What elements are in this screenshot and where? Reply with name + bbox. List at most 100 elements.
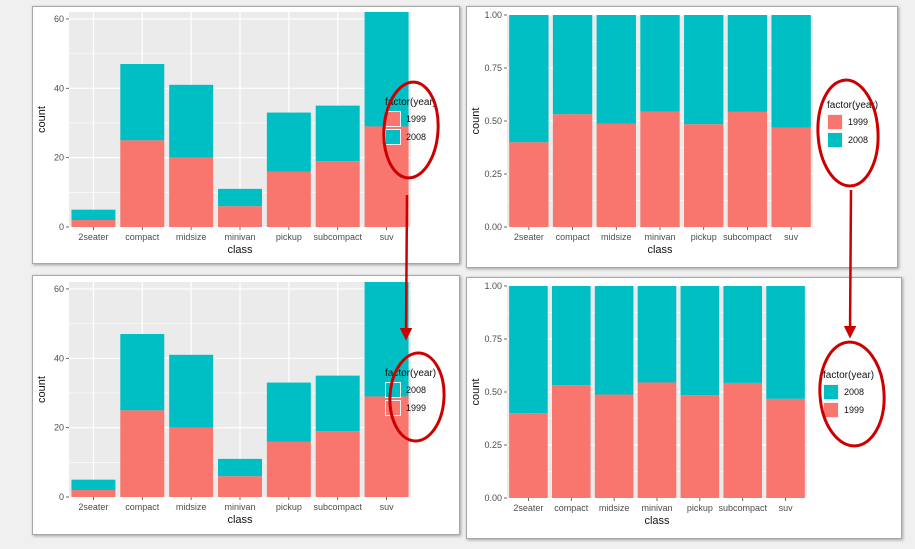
bar-midsize-1999	[594, 394, 634, 498]
y-tick-label: 60	[54, 14, 64, 24]
bar-midsize-1999	[596, 123, 636, 227]
legend-key-1999	[386, 401, 400, 415]
x-tick-label: midsize	[599, 503, 630, 513]
legend-label-2008: 2008	[848, 135, 868, 145]
x-tick-label: 2seater	[513, 503, 543, 513]
y-tick-label: 0.75	[484, 63, 502, 73]
bar-compact-2008	[120, 334, 165, 411]
bar-minivan-2008	[637, 286, 677, 383]
x-axis-title: class	[227, 514, 253, 526]
bar-midsize-2008	[596, 15, 636, 124]
chart-panel-bottom-left: 0 20 40 60 2seater compact midsize minivan picku…	[32, 275, 460, 535]
legend-label-2008: 2008	[406, 132, 426, 142]
legend-label-1999: 1999	[406, 114, 426, 124]
bar-suv-1999	[771, 127, 811, 227]
legend-key-2008	[828, 133, 842, 147]
y-tick-label: 0.50	[484, 116, 502, 126]
bar-compact-1999	[120, 410, 165, 497]
bar-midsize-1999	[169, 157, 214, 227]
legend-key-1999	[828, 115, 842, 129]
x-tick-label: suv	[380, 232, 395, 242]
legend-title: factor(year)	[385, 97, 436, 108]
x-tick-label: 2seater	[78, 502, 108, 512]
legend-key-2008	[386, 130, 400, 144]
bar-minivan-1999	[640, 111, 680, 227]
y-tick-label: 20	[54, 423, 64, 433]
bar-pickup-1999	[684, 124, 724, 227]
bar-2seater-2008	[509, 286, 548, 414]
y-tick-label: 1.00	[484, 281, 502, 291]
x-tick-label: subcompact	[718, 503, 767, 513]
legend-title: factor(year)	[823, 370, 874, 381]
x-axis-title: class	[227, 244, 253, 256]
bar-2seater-2008	[509, 15, 549, 143]
x-tick-label: compact	[556, 232, 591, 242]
bar-2seater-2008	[71, 209, 116, 221]
bar-midsize-2008	[169, 354, 214, 428]
bar-midsize-2008	[169, 84, 214, 158]
x-tick-label: minivan	[224, 502, 255, 512]
bar-2seater-1999	[509, 413, 548, 498]
y-tick-label: 0	[59, 492, 64, 502]
bar-midsize-2008	[594, 286, 634, 395]
bar-compact-1999	[120, 140, 165, 227]
x-tick-label: suv	[380, 502, 395, 512]
x-tick-label: pickup	[687, 503, 713, 513]
bar-minivan-1999	[218, 206, 262, 227]
legend-label-2008: 2008	[844, 387, 864, 397]
bar-suv-2008	[766, 286, 805, 399]
bar-compact-2008	[120, 64, 165, 141]
bar-pickup-1999	[680, 395, 720, 498]
chart-1: 0.00 0.25 0.50 0.75 1.00 2seater compact midsiz…	[470, 10, 878, 256]
legend-key-2008	[386, 383, 400, 397]
bar-pickup-2008	[266, 112, 311, 172]
y-tick-label: 0.75	[484, 334, 502, 344]
bar-subcompact-2008	[315, 375, 360, 432]
x-axis-title: class	[647, 244, 673, 256]
y-tick-label: 0.25	[484, 169, 502, 179]
bar-subcompact-1999	[723, 382, 762, 498]
x-tick-label: 2seater	[78, 232, 108, 242]
bar-compact-2008	[552, 286, 591, 386]
bar-2seater-2008	[71, 479, 116, 491]
y-axis-title: count	[36, 106, 48, 133]
legend-title: factor(year)	[385, 368, 436, 379]
chart-panel-bottom-right: 0.00 0.25 0.50 0.75 1.00 2seater compact midsiz…	[466, 277, 902, 539]
bar-2seater-1999	[509, 142, 549, 227]
x-tick-label: pickup	[276, 232, 302, 242]
bar-suv-2008	[364, 12, 409, 127]
x-tick-label: suv	[779, 503, 794, 513]
legend-label-1999: 1999	[844, 405, 864, 415]
bar-suv-1999	[766, 398, 805, 498]
bar-2seater-1999	[71, 490, 116, 497]
x-tick-label: compact	[125, 232, 160, 242]
bar-pickup-2008	[684, 15, 724, 125]
x-tick-label: minivan	[224, 232, 255, 242]
bar-minivan-1999	[637, 382, 677, 498]
bar-minivan-2008	[218, 458, 262, 477]
bar-pickup-2008	[266, 382, 311, 442]
bar-pickup-1999	[266, 441, 311, 497]
bar-subcompact-1999	[315, 161, 360, 227]
bar-subcompact-2008	[727, 15, 768, 112]
x-tick-label: compact	[554, 503, 589, 513]
y-axis-title: count	[470, 108, 482, 135]
x-tick-label: 2seater	[514, 232, 544, 242]
x-axis-title: class	[644, 515, 670, 527]
y-tick-label: 40	[54, 353, 64, 363]
x-tick-label: minivan	[641, 503, 672, 513]
x-tick-label: compact	[125, 502, 160, 512]
chart-3: 0.00 0.25 0.50 0.75 1.00 2seater compact midsiz…	[470, 281, 874, 527]
legend-key-1999	[386, 112, 400, 126]
legend-key-2008	[824, 385, 838, 399]
bar-minivan-1999	[218, 476, 262, 497]
x-tick-label: midsize	[601, 232, 632, 242]
x-tick-label: minivan	[644, 232, 675, 242]
bar-subcompact-2008	[315, 105, 360, 162]
chart-2: 0 20 40 60 2seater compact midsize minivan picku…	[36, 282, 436, 526]
bar-pickup-2008	[680, 286, 720, 396]
bar-minivan-2008	[218, 188, 262, 207]
y-tick-label: 60	[54, 284, 64, 294]
chart-0: 0 20 40 60 2seater compact midsize minivan picku…	[36, 12, 436, 256]
legend-title: factor(year)	[827, 100, 878, 111]
